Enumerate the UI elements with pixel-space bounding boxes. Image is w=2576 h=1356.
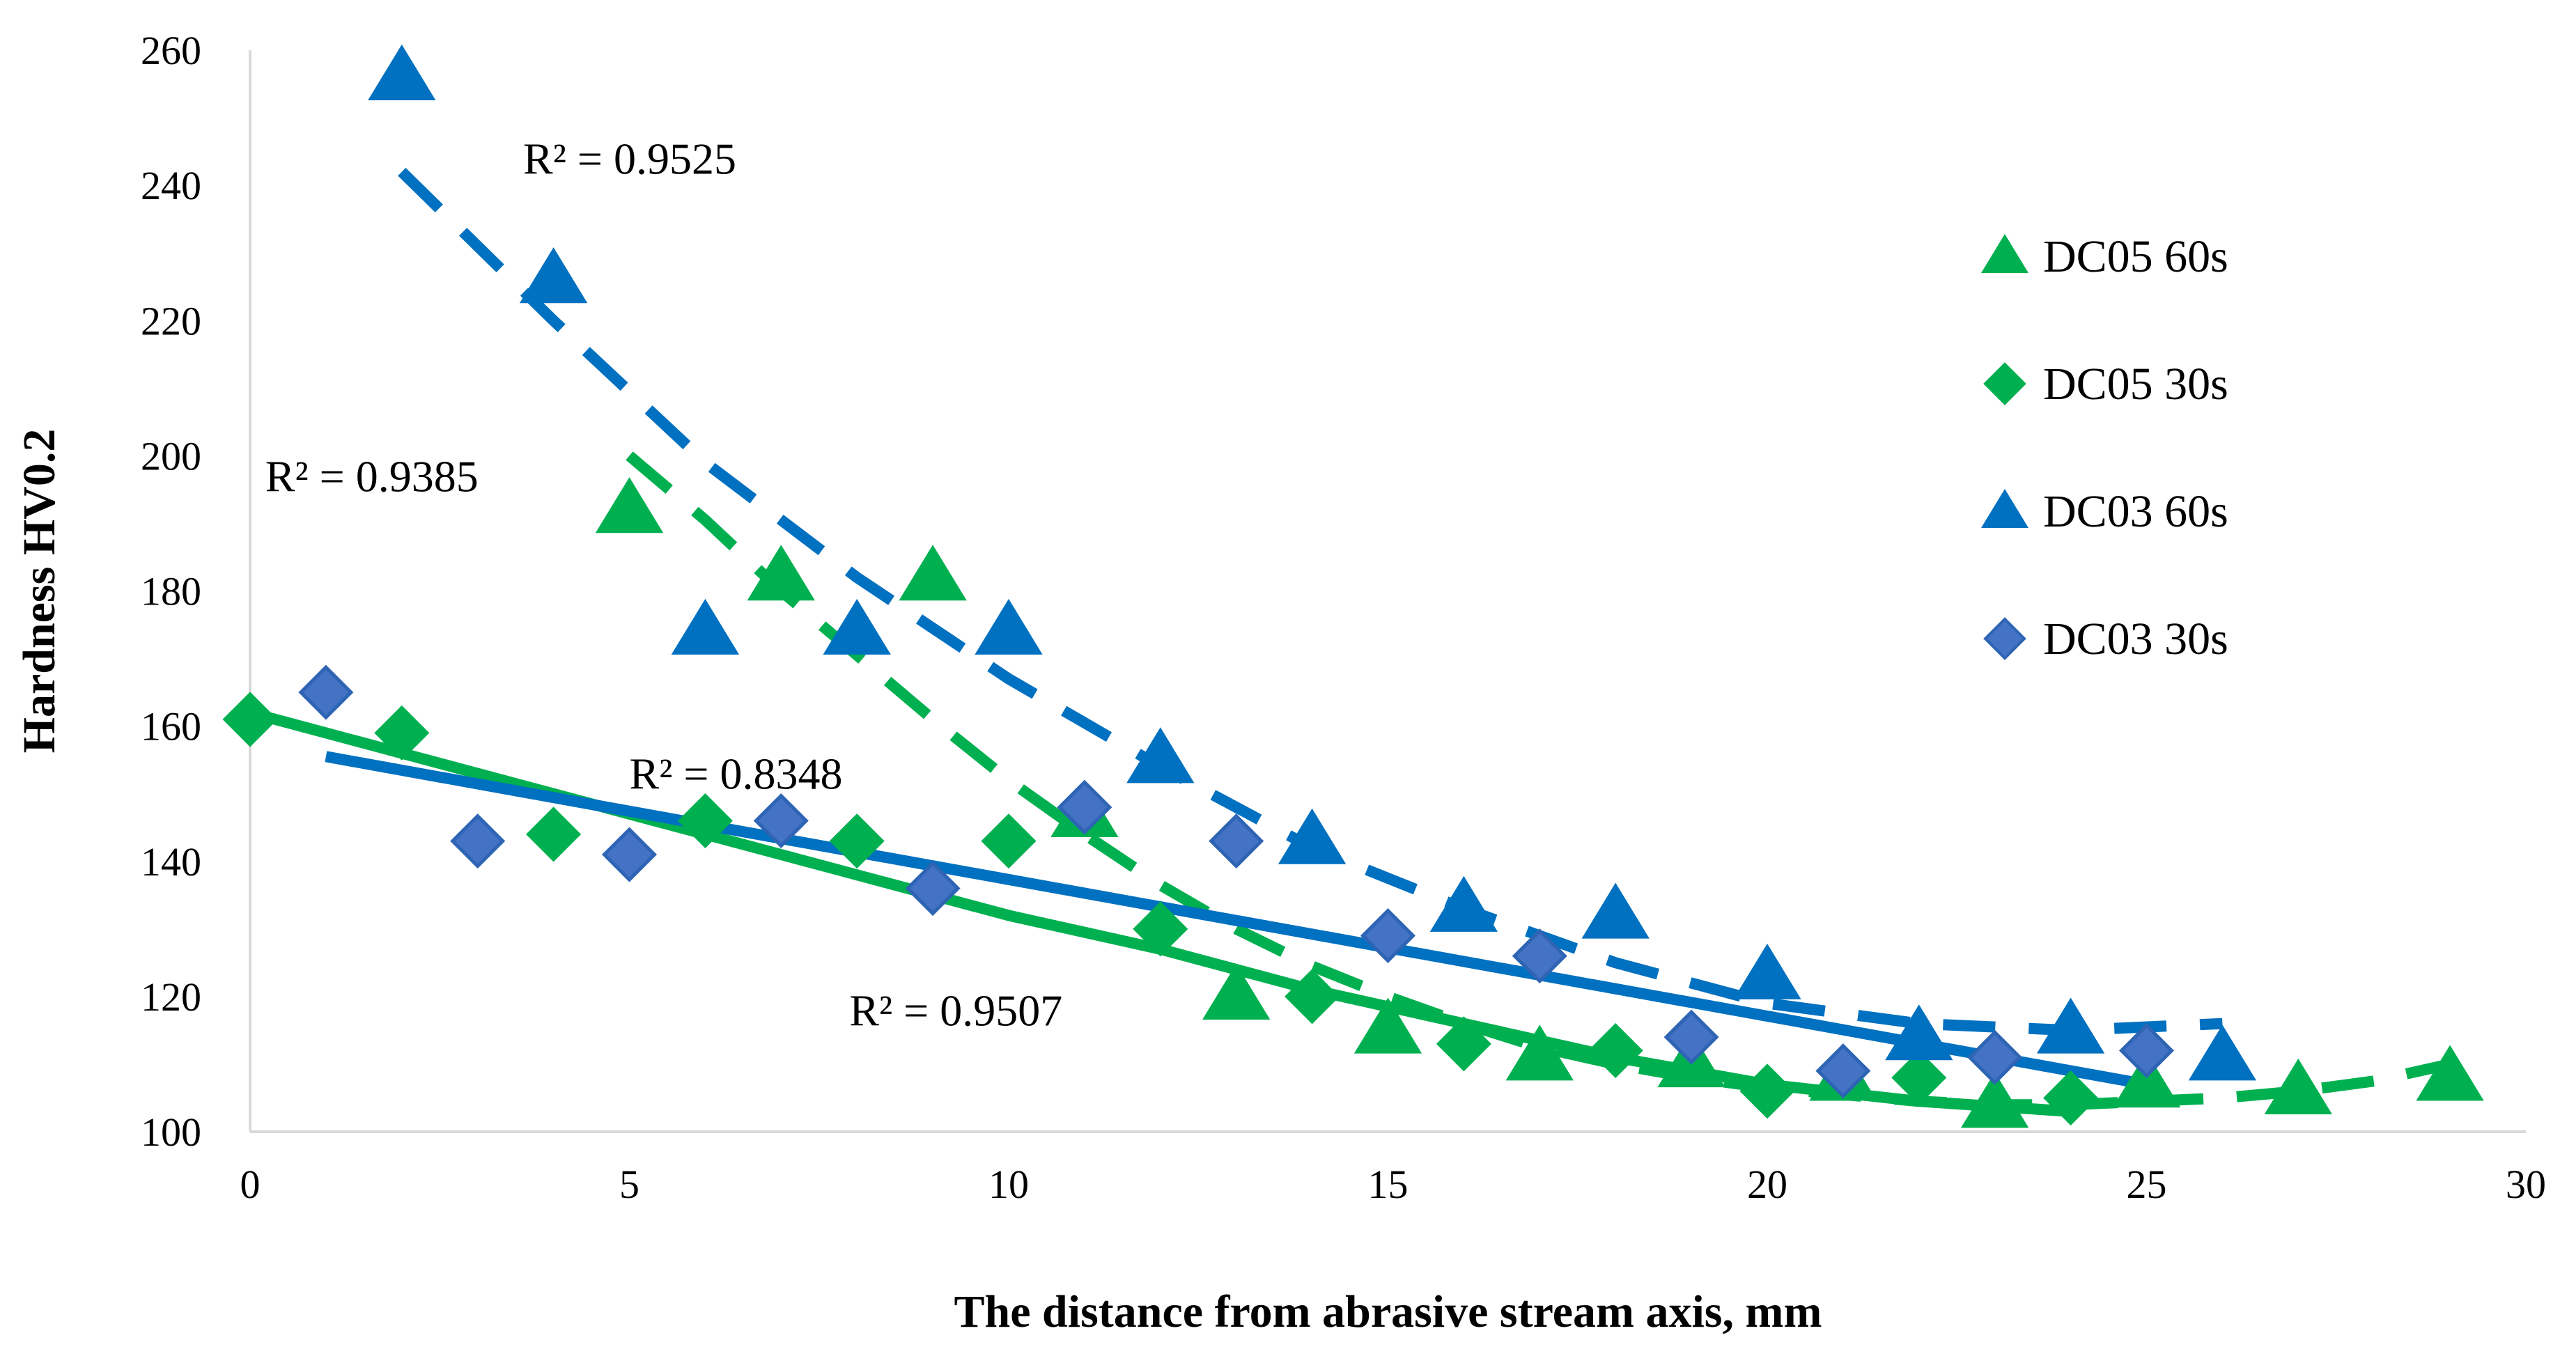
data-point-dc05-60s — [2112, 1052, 2181, 1108]
legend-label-dc03-60s: DC03 60s — [2043, 486, 2228, 537]
data-point-dc05-30s — [677, 793, 733, 849]
y-tick-labels: 100 120 140 160 180 200 220 240 260 — [141, 28, 201, 1155]
data-point-dc03-60s — [1581, 882, 1650, 939]
axes — [249, 50, 2526, 1133]
data-point-dc03-30s — [1209, 813, 1264, 869]
r-squared-label: R² = 0.9525 — [523, 134, 736, 183]
y-tick-label: 160 — [141, 704, 201, 749]
legend-label-dc03-30s: DC03 30s — [2043, 614, 2228, 664]
y-tick-label: 120 — [141, 974, 201, 1020]
legend-label-dc05-30s: DC05 30s — [2043, 359, 2228, 410]
data-point-dc03-60s — [519, 247, 588, 304]
data-point-dc03-30s — [1815, 1043, 1871, 1099]
data-point-dc03-30s — [1057, 779, 1112, 835]
data-point-dc05-60s — [1202, 963, 1271, 1020]
data-point-dc03-60s — [1126, 727, 1195, 784]
x-tick-label: 20 — [1747, 1162, 1787, 1207]
trendline-dc03-60s — [398, 167, 2223, 1036]
data-point-dc05-30s — [1739, 1063, 1795, 1119]
r-squared-label: R² = 0.9507 — [849, 985, 1062, 1035]
legend-marker-dc05-30s — [1983, 362, 2026, 405]
data-point-dc05-30s — [1133, 901, 1188, 957]
data-point-dc03-30s — [450, 813, 506, 869]
data-point-dc03-30s — [1360, 907, 1416, 964]
data-point-dc05-30s — [1436, 1016, 1491, 1072]
data-point-dc03-60s — [823, 598, 891, 655]
data-point-dc05-60s — [595, 477, 664, 533]
y-tick-label: 180 — [141, 569, 201, 614]
data-point-dc05-60s — [2416, 1045, 2484, 1101]
data-point-dc05-30s — [829, 813, 885, 869]
y-tick-label: 260 — [141, 28, 201, 73]
y-axis-title: Hardness HV0.2 — [14, 429, 65, 754]
legend-marker-dc05-60s — [1981, 234, 2028, 273]
data-point-dc03-60s — [671, 598, 740, 655]
data-point-dc05-60s — [1505, 1024, 1574, 1081]
y-tick-label: 200 — [141, 433, 201, 478]
data-point-dc03-30s — [1967, 1029, 2023, 1085]
y-tick-label: 140 — [141, 839, 201, 884]
data-point-dc03-60s — [1733, 943, 1801, 999]
x-axis-title: The distance from abrasive stream axis, … — [954, 1286, 1822, 1337]
x-tick-label: 15 — [1368, 1162, 1409, 1207]
data-point-dc05-30s — [374, 705, 430, 761]
data-point-dc05-30s — [1285, 969, 1340, 1024]
legend-label-dc05-60s: DC05 60s — [2043, 231, 2228, 282]
data-point-dc05-60s — [1353, 997, 1422, 1054]
data-point-dc05-60s — [1961, 1072, 2029, 1128]
legend: DC05 60s DC05 30s DC03 60s DC03 30s — [1981, 231, 2228, 664]
data-point-dc03-30s — [1512, 928, 1567, 984]
x-tick-label: 25 — [2127, 1162, 2167, 1207]
data-point-dc05-60s — [899, 545, 967, 601]
r-squared-annotations: R² = 0.9525 R² = 0.9385 R² = 0.8348 R² = 0.… — [265, 134, 1062, 1035]
data-point-dc05-60s — [747, 545, 815, 601]
r-squared-label: R² = 0.9385 — [265, 451, 479, 501]
data-markers — [222, 44, 2484, 1128]
r-squared-label: R² = 0.8348 — [630, 749, 843, 799]
data-point-dc03-30s — [2118, 1022, 2175, 1079]
data-point-dc03-30s — [298, 664, 354, 720]
data-point-dc03-60s — [2188, 1024, 2257, 1081]
x-tick-label: 5 — [619, 1162, 639, 1207]
x-tick-label: 30 — [2506, 1162, 2546, 1207]
x-tick-label: 10 — [988, 1162, 1029, 1207]
y-tick-label: 220 — [141, 298, 201, 343]
data-point-dc05-30s — [1891, 1050, 1947, 1105]
legend-marker-dc03-30s — [1983, 617, 2026, 660]
data-point-dc03-30s — [753, 793, 809, 849]
y-tick-label: 240 — [141, 163, 201, 208]
data-point-dc05-30s — [222, 692, 278, 747]
data-point-dc03-60s — [1429, 875, 1498, 932]
legend-marker-dc03-60s — [1981, 489, 2028, 528]
y-tick-label: 100 — [141, 1109, 201, 1155]
data-point-dc05-60s — [2264, 1058, 2332, 1114]
data-point-dc03-60s — [975, 598, 1043, 655]
data-point-dc03-60s — [368, 44, 436, 101]
trendline-dc03-30s — [325, 751, 2148, 1090]
data-point-dc03-60s — [1278, 808, 1347, 864]
x-tick-labels: 0 5 10 15 20 25 30 — [240, 1162, 2547, 1207]
data-point-dc03-30s — [905, 861, 961, 917]
data-point-dc05-30s — [526, 806, 582, 862]
data-point-dc03-60s — [1885, 1004, 1953, 1061]
data-point-dc05-30s — [1588, 1022, 1643, 1079]
data-point-dc03-30s — [1663, 1009, 1719, 1065]
data-point-dc03-30s — [601, 827, 658, 882]
data-point-dc05-30s — [981, 813, 1037, 869]
x-tick-label: 0 — [240, 1162, 261, 1207]
data-point-dc03-60s — [2036, 997, 2105, 1054]
data-point-dc05-30s — [2043, 1070, 2099, 1126]
